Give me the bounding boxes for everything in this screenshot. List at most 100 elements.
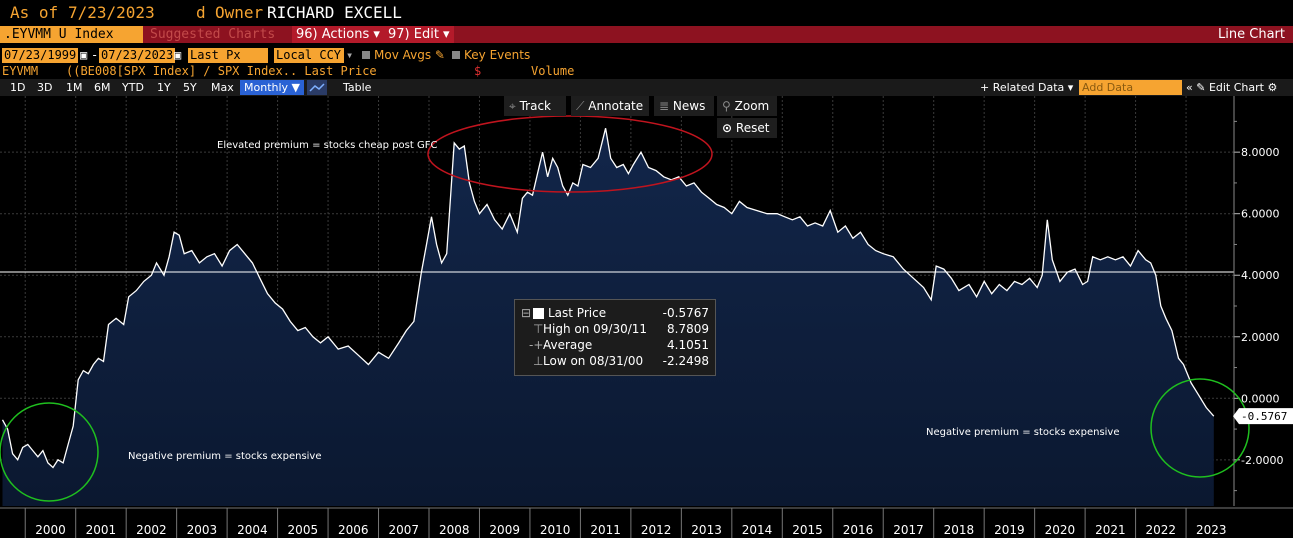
x-axis: 2000 2001 2002 2003 2004 2005 2006 2007 2008 2009…	[0, 507, 1293, 538]
legend-volume: Volume	[531, 64, 575, 78]
end-date-field[interactable]: 07/23/2023	[99, 48, 176, 63]
x-tick-label: 2021	[1095, 523, 1126, 537]
annotation-text: Elevated premium = stocks cheap post GFC	[217, 140, 437, 151]
y-tick-label: -2.0000	[1241, 454, 1283, 467]
x-tick-label: 2004	[237, 523, 268, 537]
zoom-label: Zoom	[734, 99, 770, 113]
reset-icon: ⊙	[722, 121, 733, 135]
legend-currency: $	[474, 64, 482, 78]
low-icon: ⊥	[533, 354, 544, 368]
x-tick-label: 2015	[792, 523, 823, 537]
owner-prefix: d	[196, 3, 206, 22]
range-max[interactable]: Max	[211, 81, 234, 94]
price-field-select[interactable]: Last Px	[188, 48, 268, 63]
x-tick-label: 2011	[590, 523, 621, 537]
track-label: Track	[519, 99, 551, 113]
average-icon: -+-	[529, 338, 548, 352]
y-tick-label: 4.0000	[1241, 269, 1280, 282]
range-1y[interactable]: 1Y	[157, 81, 171, 94]
mov-avgs-toggle[interactable]: Mov Avgs ✎	[362, 48, 445, 63]
range-3d[interactable]: 3D	[37, 81, 53, 94]
range-5y[interactable]: 5Y	[183, 81, 197, 94]
tooltip-average-label: Average	[543, 338, 593, 352]
annotate-button[interactable]: ⟋ Annotate	[571, 96, 649, 116]
add-data-input[interactable]: Add Data	[1079, 80, 1182, 95]
range-bar: 1D 3D 1M 6M YTD 1Y 5Y Max Monthly ▼ Tabl…	[0, 79, 1293, 96]
as-of-date[interactable]: 7/23/2023	[68, 3, 155, 22]
date-separator: -	[91, 48, 99, 62]
line-chart-icon[interactable]	[307, 80, 327, 95]
edit-chart-button[interactable]: « ✎ Edit Chart ⚙	[1186, 81, 1278, 94]
tooltip-high-row: ⊤ High on 09/30/11 8.7809	[533, 321, 713, 337]
owner-label: Owner	[215, 3, 264, 22]
legend-bar: EYVMM ((BE008[SPX Index] / SPX Index.. L…	[0, 64, 1293, 79]
x-tick-label: 2010	[540, 523, 571, 537]
tooltip-low-value: -2.2498	[662, 354, 709, 368]
news-icon: ≣	[659, 99, 670, 113]
legend-formula: ((BE008[SPX Index] / SPX Index.. Last Pr…	[66, 64, 377, 78]
x-tick-label: 2007	[388, 523, 419, 537]
key-events-toggle[interactable]: Key Events	[452, 48, 530, 63]
tooltip-average-value: 4.1051	[667, 338, 709, 352]
key-events-label: Key Events	[464, 48, 531, 62]
tooltip-average-row: -+- Average 4.1051	[529, 337, 713, 353]
table-button[interactable]: Table	[343, 81, 372, 94]
series-swatch	[533, 308, 544, 319]
x-tick-label: 2019	[994, 523, 1025, 537]
y-axis: -2.0000 0.0000 2.0000 4.0000 6.0000 8.0000	[1233, 96, 1283, 506]
x-tick-label: 2008	[439, 523, 470, 537]
x-tick-label: 2018	[944, 523, 975, 537]
x-tick-label: 2020	[1045, 523, 1076, 537]
owner-name: RICHARD EXCELL	[267, 3, 402, 22]
annotation-green-circle	[1150, 378, 1250, 478]
related-data-button[interactable]: + Related Data ▾	[980, 81, 1074, 94]
chevron-down-icon[interactable]: ▾	[346, 48, 354, 62]
last-value-label: -0.5767	[1241, 410, 1287, 423]
annotation-text: Negative premium = stocks expensive	[926, 427, 1120, 438]
calendar-icon[interactable]: ▣	[174, 48, 182, 62]
x-tick-label: 2022	[1146, 523, 1177, 537]
start-date-field[interactable]: 07/23/1999	[2, 48, 79, 63]
tooltip-high-label: High on 09/30/11	[543, 322, 648, 336]
header-bar: As of 7/23/2023 d Owner RICHARD EXCELL	[0, 0, 1293, 26]
frequency-select[interactable]: Monthly ▼	[240, 80, 304, 95]
reset-button[interactable]: ⊙ Reset	[717, 118, 777, 138]
news-button[interactable]: ≣ News	[654, 96, 714, 116]
x-tick-label: 2013	[691, 523, 722, 537]
annotation-text: Negative premium = stocks expensive	[128, 451, 322, 462]
checkbox-icon	[452, 51, 460, 59]
series-line	[1, 128, 1215, 469]
tooltip-low-label: Low on 08/31/00	[543, 354, 644, 368]
pencil-icon: ⟋	[576, 99, 585, 113]
zoom-button[interactable]: ⚲ Zoom	[717, 96, 777, 116]
toolbar: .EYVMM U Index Suggested Charts 96) Acti…	[0, 26, 1293, 43]
data-tooltip: ⊟ Last Price -0.5767 ⊤ High on 09/30/11 …	[514, 299, 716, 376]
range-1d[interactable]: 1D	[10, 81, 26, 94]
ticker-field[interactable]: .EYVMM U Index	[0, 26, 143, 43]
high-icon: ⊤	[533, 322, 544, 336]
track-button[interactable]: ⌖ Track	[504, 96, 566, 116]
tooltip-high-value: 8.7809	[667, 322, 709, 336]
legend-ticker: EYVMM	[2, 64, 39, 78]
currency-select[interactable]: Local CCY	[274, 48, 344, 63]
x-tick-label: 2000	[35, 523, 66, 537]
range-1m[interactable]: 1M	[66, 81, 83, 94]
x-tick-label: 2006	[338, 523, 369, 537]
y-tick-label: 6.0000	[1241, 208, 1280, 221]
calendar-icon[interactable]: ▣	[80, 48, 88, 62]
actions-button[interactable]: 96) Actions ▾	[292, 26, 384, 43]
range-ytd[interactable]: YTD	[122, 81, 144, 94]
range-6m[interactable]: 6M	[94, 81, 111, 94]
news-label: News	[672, 99, 706, 113]
x-tick-label: 2003	[187, 523, 218, 537]
suggested-charts-button[interactable]: Suggested Charts	[146, 26, 286, 43]
x-tick-label: 2014	[742, 523, 773, 537]
reset-label: Reset	[735, 121, 770, 135]
x-tick-label: 2002	[136, 523, 167, 537]
edit-button[interactable]: 97) Edit ▾	[384, 26, 454, 43]
y-tick-label: 8.0000	[1241, 146, 1280, 159]
tooltip-last-value: -0.5767	[662, 306, 709, 320]
x-tick-label: 2012	[641, 523, 672, 537]
x-tick-label: 2017	[893, 523, 924, 537]
tooltip-last-label: Last Price	[548, 306, 607, 320]
